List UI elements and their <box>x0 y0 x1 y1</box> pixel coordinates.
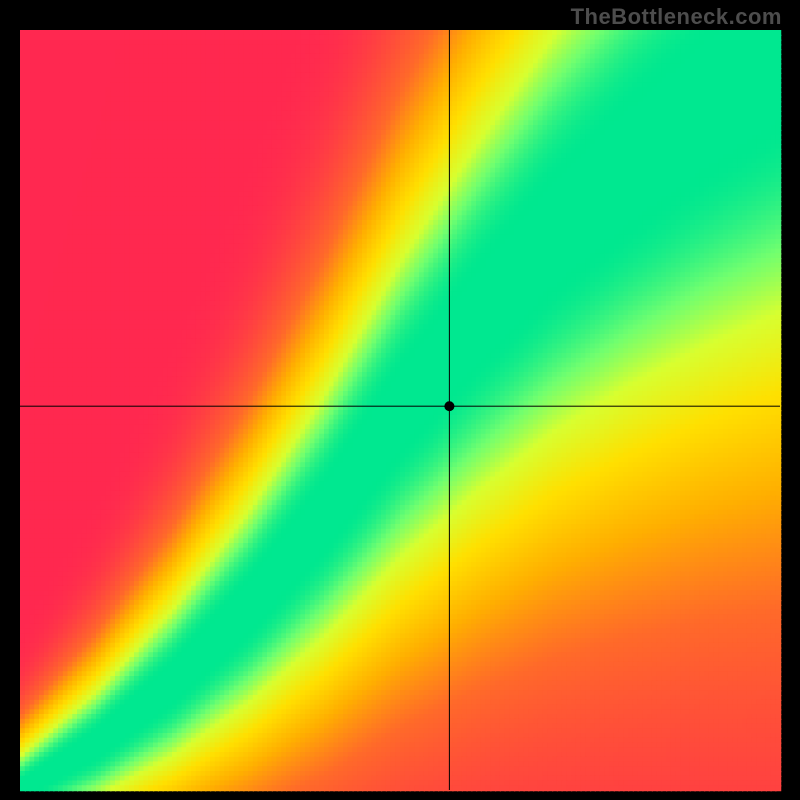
watermark-text: TheBottleneck.com <box>571 4 782 30</box>
bottleneck-heatmap <box>0 0 800 800</box>
chart-frame: { "watermark": { "text": "TheBottleneck.… <box>0 0 800 800</box>
